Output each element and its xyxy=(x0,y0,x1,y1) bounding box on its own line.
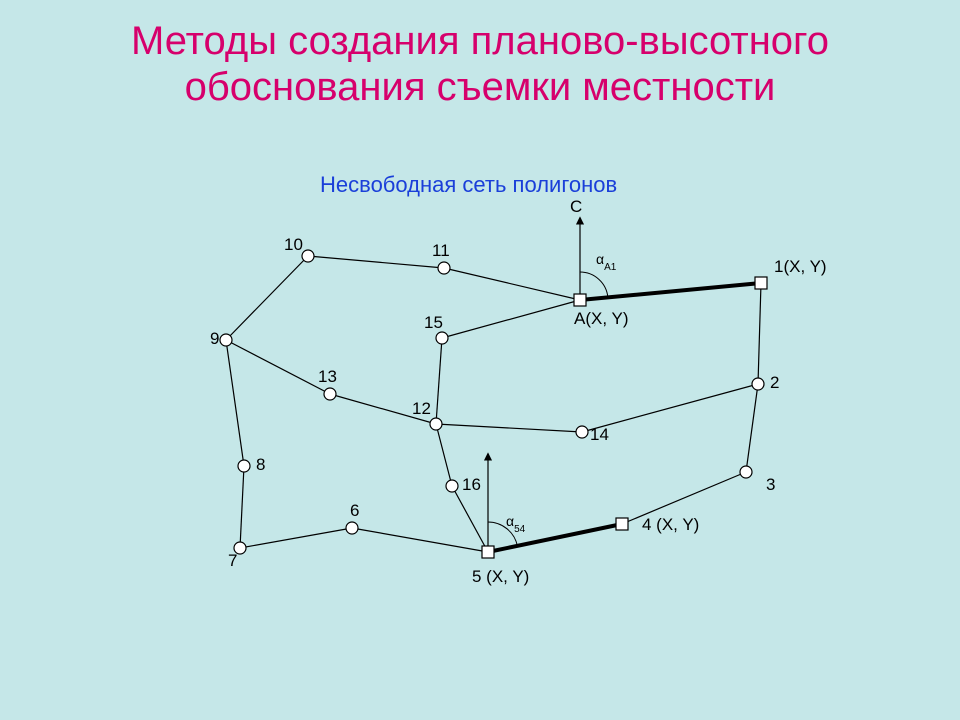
edge-n7-n8 xyxy=(240,466,244,548)
node-n14 xyxy=(576,426,588,438)
angle-label-0: αA1 xyxy=(596,251,617,273)
edge-n9-n10 xyxy=(226,256,308,340)
node-nA xyxy=(574,294,586,306)
node-n6 xyxy=(346,522,358,534)
node-n16 xyxy=(446,480,458,492)
node-label-n2: 2 xyxy=(770,373,779,392)
node-label-n3: 3 xyxy=(766,475,775,494)
node-n1 xyxy=(755,277,767,289)
node-n13 xyxy=(324,388,336,400)
node-label-n13: 13 xyxy=(318,367,337,386)
node-label-n14: 14 xyxy=(590,425,609,444)
node-n2 xyxy=(752,378,764,390)
network-diagram: СαA1 α54 1(X, Y) 2 3 4 (X, Y) 5 (X, Y) 6 7 8 9 10 11… xyxy=(0,0,960,720)
node-label-nA: A(X, Y) xyxy=(574,309,628,328)
angle-label-1: α54 xyxy=(506,513,526,535)
node-n12 xyxy=(430,418,442,430)
node-n15 xyxy=(436,332,448,344)
node-n11 xyxy=(438,262,450,274)
node-label-n7: 7 xyxy=(228,551,237,570)
node-label-n11: 11 xyxy=(432,241,450,260)
edge-n10-n11 xyxy=(308,256,444,268)
angle-arc-0 xyxy=(580,272,608,297)
north-label-0: С xyxy=(570,197,582,216)
slide: Методы создания планово-высотного обосно… xyxy=(0,0,960,720)
edge-n2-n3 xyxy=(746,384,758,472)
edge-n8-n9 xyxy=(226,340,244,466)
node-n9 xyxy=(220,334,232,346)
node-n5 xyxy=(482,546,494,558)
node-label-n1: 1(X, Y) xyxy=(774,257,827,276)
node-label-n8: 8 xyxy=(256,455,265,474)
edge-n12-n14 xyxy=(436,424,582,432)
edge-n12-n16 xyxy=(436,424,452,486)
edge-n15-n12 xyxy=(436,338,442,424)
node-label-n5: 5 (X, Y) xyxy=(472,567,529,586)
node-label-n4: 4 (X, Y) xyxy=(642,515,699,534)
node-label-n15: 15 xyxy=(424,313,443,332)
node-n3 xyxy=(740,466,752,478)
node-label-n10: 10 xyxy=(284,235,303,254)
node-label-n9: 9 xyxy=(210,329,219,348)
node-n10 xyxy=(302,250,314,262)
node-n8 xyxy=(238,460,250,472)
edge-n16-n5 xyxy=(452,486,488,552)
edge-nA-n15 xyxy=(442,300,580,338)
node-label-n12: 12 xyxy=(412,399,431,418)
edge-n1-n2 xyxy=(758,283,761,384)
node-n4 xyxy=(616,518,628,530)
node-label-n6: 6 xyxy=(350,501,359,520)
edge-n6-n7 xyxy=(240,528,352,548)
node-label-n16: 16 xyxy=(462,475,481,494)
edge-n9-n13 xyxy=(226,340,330,394)
edge-n11-nA xyxy=(444,268,580,300)
edge-n5-n6 xyxy=(352,528,488,552)
